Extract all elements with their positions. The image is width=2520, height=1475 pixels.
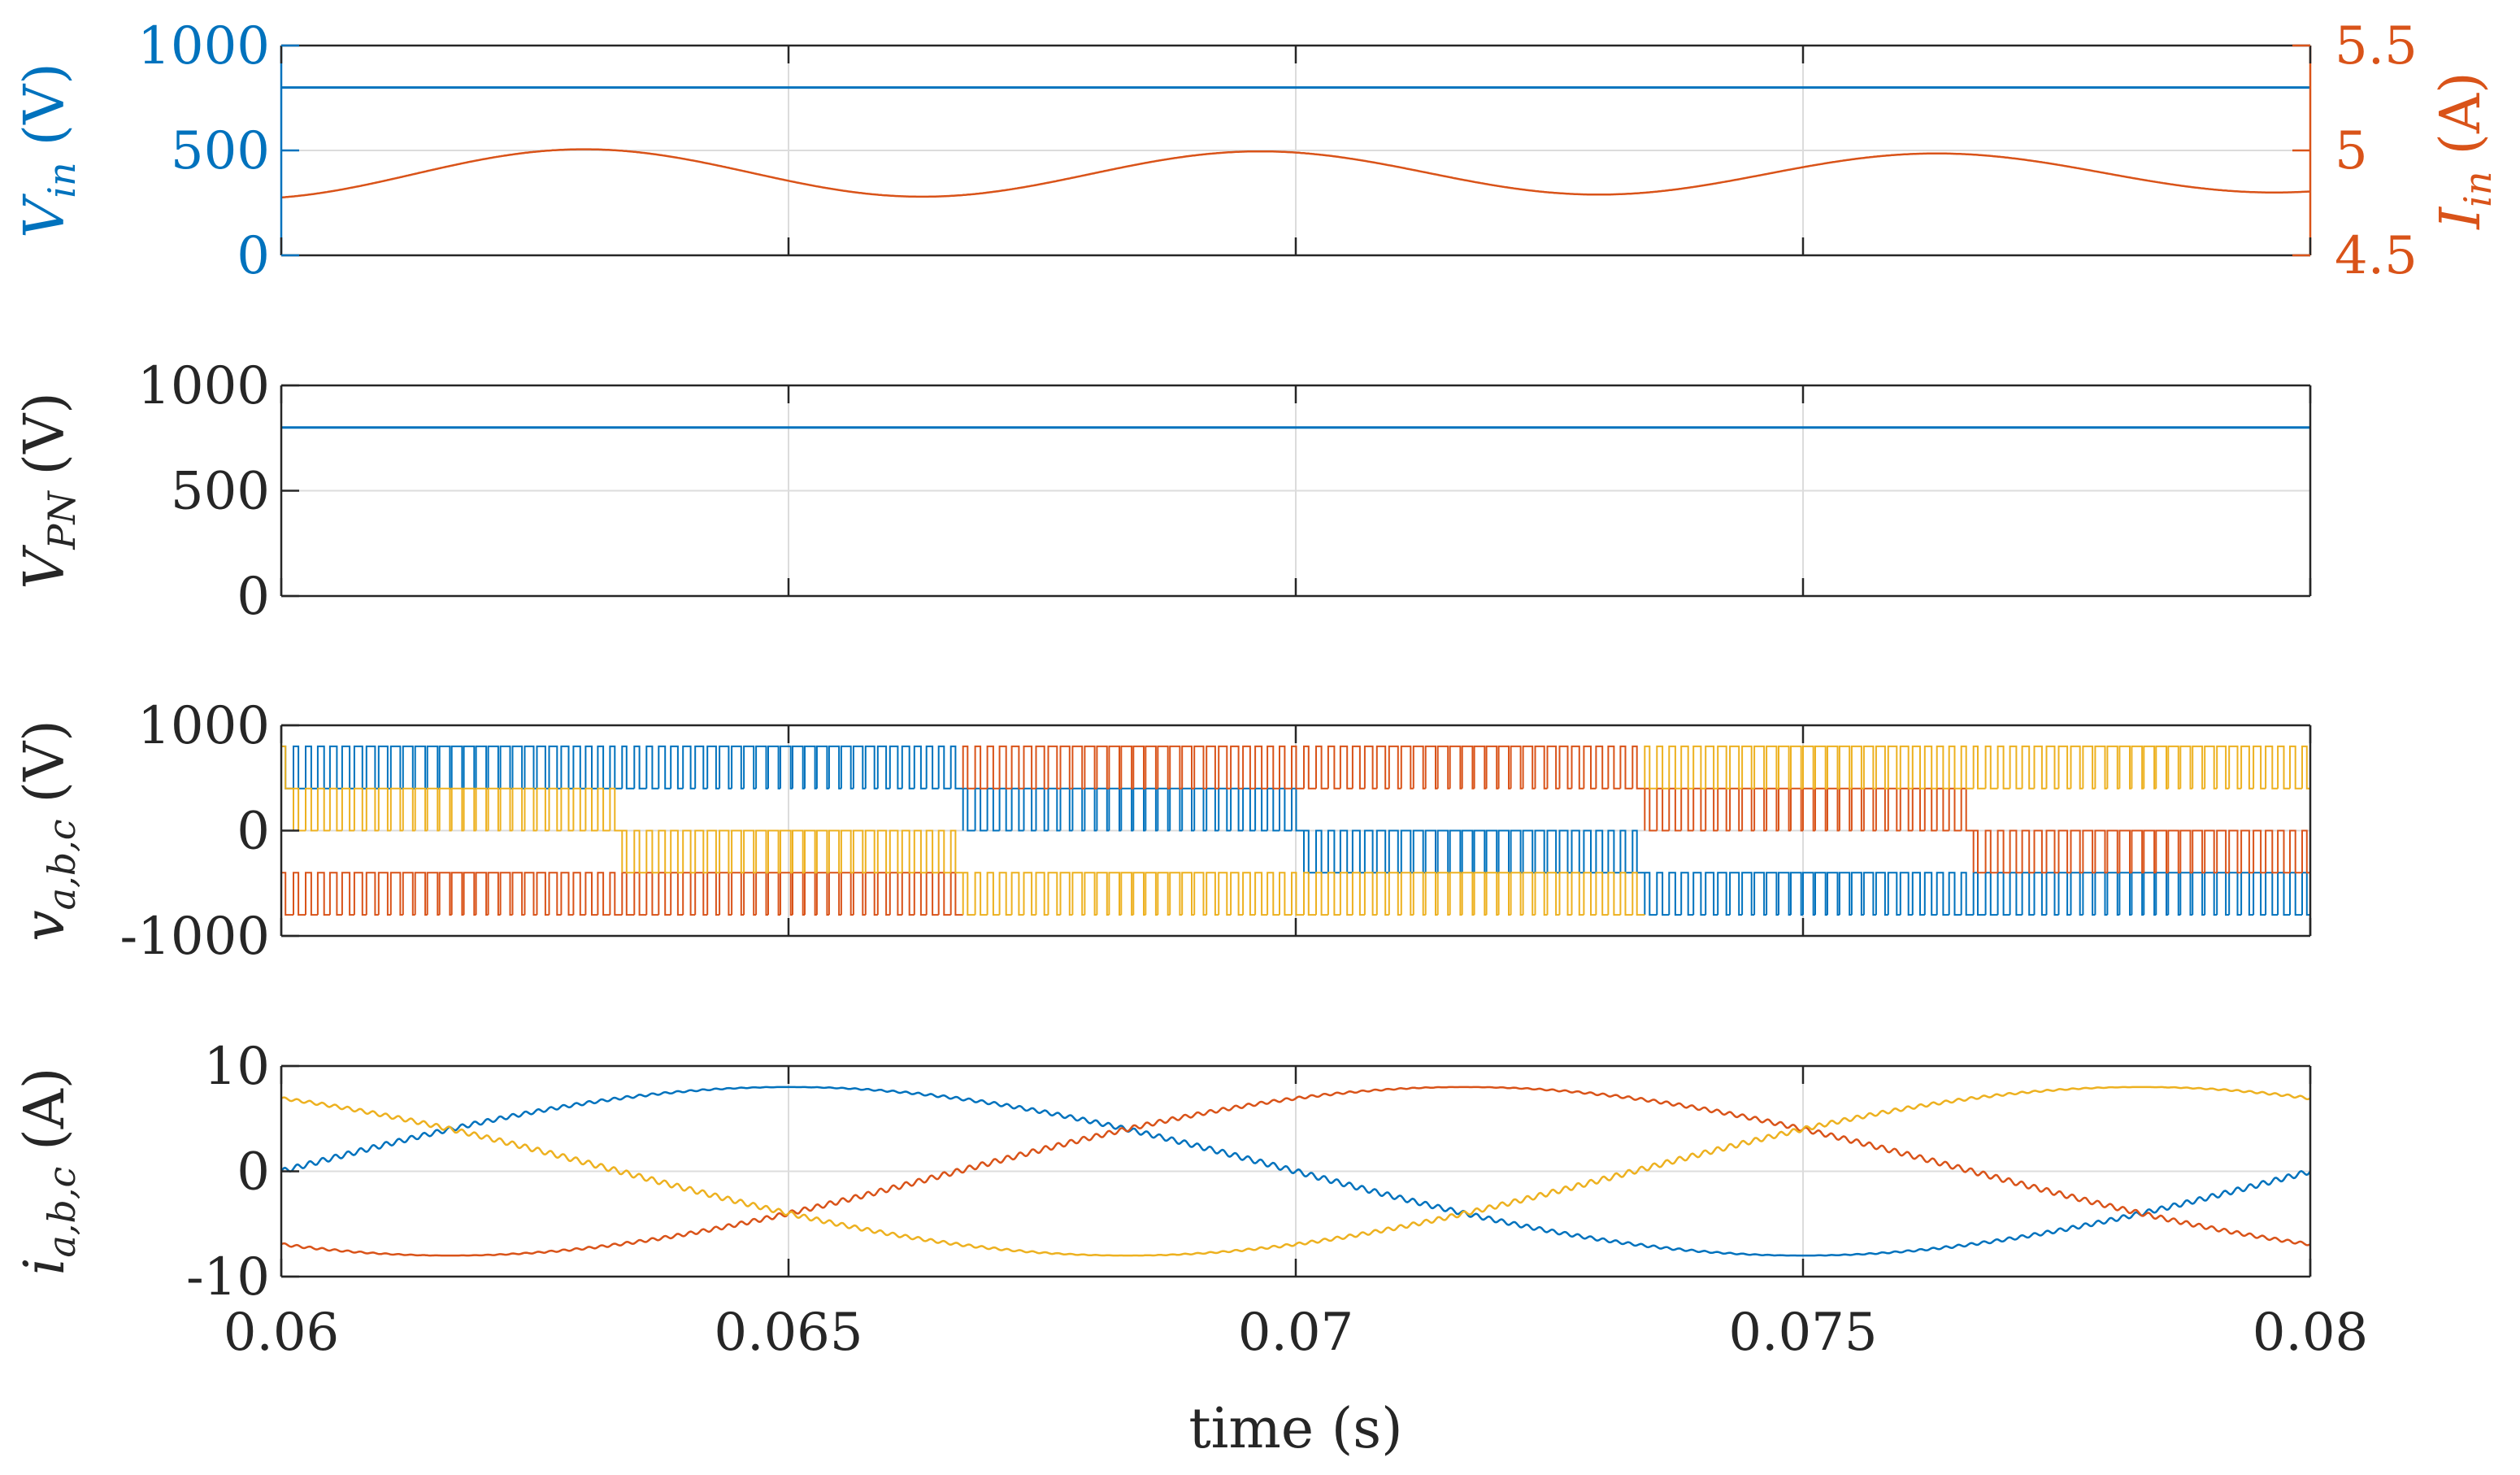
p1-ylabel-right: Iin (A)	[2429, 72, 2500, 230]
p3-ylabel-sub: a,b,c	[40, 819, 84, 910]
p2-ytick-label: 500	[171, 462, 270, 522]
p1-ylabel-right-unit: (A)	[2429, 72, 2493, 154]
p2-ylabel-main: V	[13, 545, 77, 590]
panel-p1: 0 500 1000 4.5 5 5.5 Vin (V) Iin (A)	[13, 16, 2500, 286]
p4-ytick-label: -10	[186, 1247, 270, 1307]
p1-ytick-label: 500	[171, 121, 270, 181]
p3-ytick-label: 0	[237, 802, 270, 862]
p4-ytick-label: 0	[237, 1142, 270, 1203]
p1-ytick-right-label: 5	[2335, 121, 2368, 181]
xtick-label: 0.08	[2253, 1303, 2369, 1363]
p4-ylabel-unit: (A)	[13, 1068, 77, 1151]
panel-p4: -10 0 10 ia,b,c (A)	[13, 1037, 2312, 1307]
p1-ylabel: Vin (V)	[13, 63, 84, 238]
p4-ylabel-sub: a,b,c	[40, 1167, 84, 1258]
x-axis-label: time (s)	[1188, 1397, 1402, 1461]
p3-ytick-label: -1000	[120, 907, 271, 967]
p1-ylabel-unit: (V)	[13, 63, 77, 146]
p2-ylabel-unit: (V)	[13, 392, 77, 475]
p1-ylabel-main: V	[13, 194, 77, 238]
p4-ytick-label: 10	[204, 1037, 270, 1097]
series-i_c	[280, 1086, 2311, 1257]
xtick-label: 0.075	[1728, 1303, 1877, 1363]
p2-grid	[281, 385, 2310, 596]
p3-ytick-label: 1000	[137, 696, 270, 756]
p1-grid	[281, 46, 2310, 255]
panel-p3: -1000 0 1000 va,b,c (V)	[13, 696, 2312, 967]
p4-ylabel: ia,b,c (A)	[13, 1068, 84, 1276]
xtick-label: 0.06	[224, 1303, 340, 1363]
p1-ytick-right-label: 4.5	[2335, 226, 2418, 286]
p1-ytick-label: 0	[237, 226, 270, 286]
p1-ytick-label: 1000	[137, 16, 270, 76]
p4-ylabel-main: i	[13, 1258, 77, 1276]
series-i_b	[280, 1086, 2311, 1257]
p2-ytick-label: 0	[237, 567, 270, 627]
p1-ylabel-right-sub: in	[2456, 171, 2500, 207]
p3-ylabel-main: v	[13, 910, 77, 941]
series-v_c	[280, 745, 2310, 916]
series-i_a	[280, 1086, 2312, 1257]
p3-ylabel-unit: (V)	[13, 720, 77, 803]
p3-ylabel: va,b,c (V)	[13, 720, 84, 941]
p2-ytick-label: 1000	[137, 356, 270, 416]
xtick-label: 0.065	[714, 1303, 862, 1363]
p1-ytick-right-label: 5.5	[2335, 16, 2418, 76]
p1-ylabel-right-main: I	[2429, 207, 2493, 231]
panel-p2: 0 500 1000 VPN (V)	[13, 356, 2312, 627]
p2-ylabel: VPN (V)	[13, 392, 84, 589]
xtick-label: 0.07	[1238, 1303, 1354, 1363]
p1-ylabel-sub: in	[40, 162, 84, 198]
series-I_in	[280, 148, 2311, 199]
p2-ylabel-sub: PN	[40, 490, 84, 550]
